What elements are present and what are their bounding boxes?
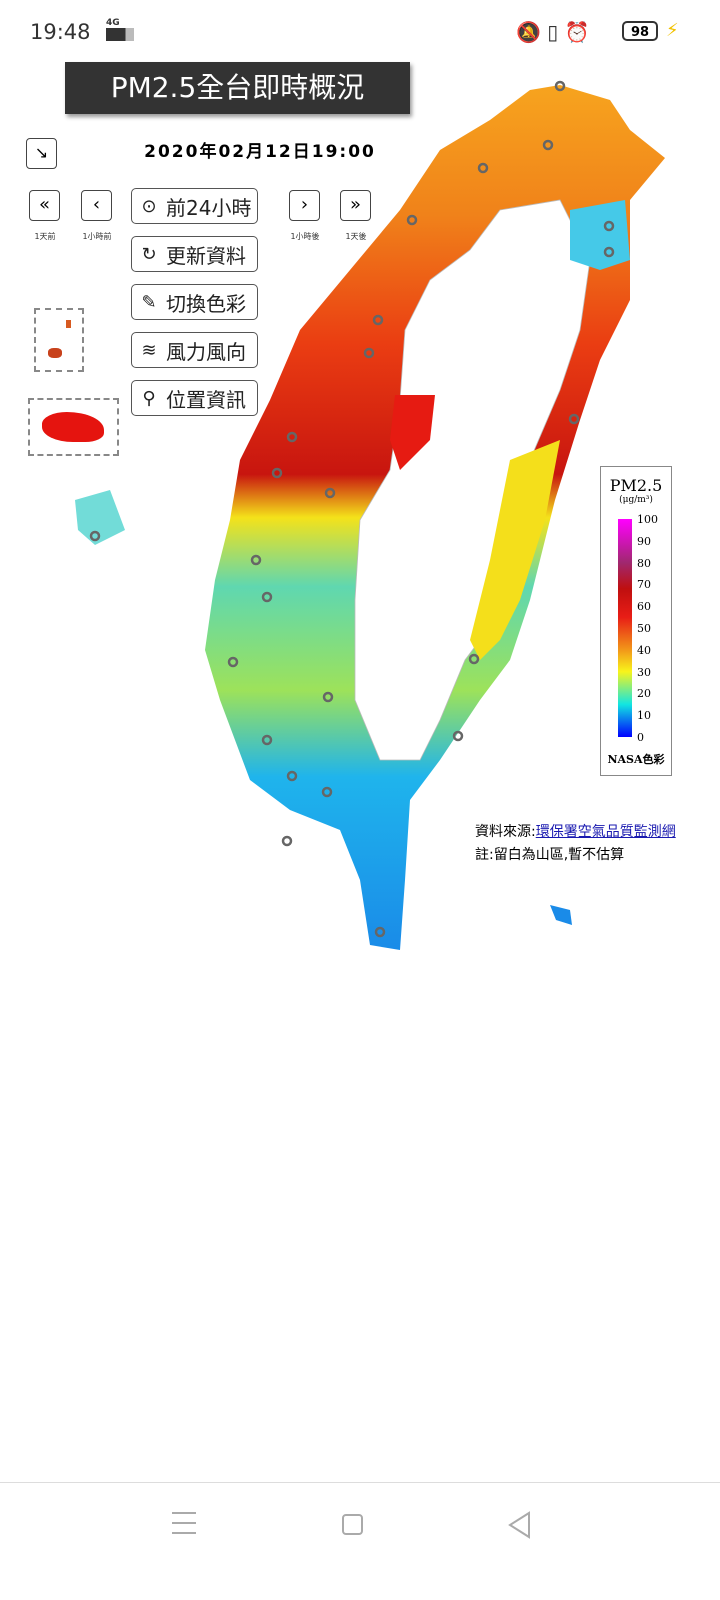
datetime: 2020年02月12日19:00 [144,142,376,162]
legend-tick: 30 [637,665,651,679]
nav-label: 1天前 [34,232,56,241]
menu-label: 前24小時 [166,195,252,220]
source-label: 資料來源: [475,824,536,840]
menu-button[interactable]: ⊙ 前24小時 [131,188,258,224]
day-forward-button[interactable]: » [340,190,371,221]
legend-title: PM2.5 [609,476,663,495]
inset-kinmen[interactable] [28,398,119,456]
penghu [75,490,125,545]
region [570,200,630,270]
home-key[interactable] [342,1514,363,1535]
legend-tick: 90 [637,534,651,548]
menu-button[interactable]: ✎ 切換色彩 [131,284,258,320]
region [390,395,435,470]
network: 4G [106,18,120,28]
mountains [354,199,591,761]
legend-tick: 50 [637,622,651,635]
icon: ✎ [141,291,157,313]
legend-tick: 70 [637,578,651,592]
legend-palette: NASA色彩 [607,753,665,766]
menu-button[interactable]: ⚲ 位置資訊 [131,380,258,416]
icon: ↻ [141,243,157,265]
legend-tick: 10 [637,709,651,723]
icon: ≋ [141,339,157,361]
collapse-button[interactable]: ↘ [26,138,57,169]
clock: 19:48 [30,20,91,44]
charging: ⚡ [666,20,679,41]
source: 資料來源:環保署空氣品質監測網 [475,821,676,841]
island [66,320,71,328]
nav-label: 1天後 [345,232,367,241]
inset-matsu[interactable] [34,308,84,372]
legend-tick: 80 [637,556,651,570]
menu-label: 切換色彩 [166,291,246,316]
hour-forward-button[interactable]: › [289,190,320,221]
status-icons: 🔕 ▯ ⏰ [516,20,590,44]
legend-tick: 100 [637,513,658,526]
region [470,440,560,660]
map [75,80,665,950]
nav-divider [0,1482,720,1483]
icon: ⚲ [142,387,156,409]
note: 註:留白為山區,暫不估算 [475,847,625,863]
menu-button[interactable]: ≋ 風力風向 [131,332,258,368]
back-key[interactable] [507,1511,533,1539]
island [48,348,62,358]
legend-tick: 60 [637,600,651,614]
legend-bar [618,519,632,737]
title: PM2.5全台即時概況 [65,62,410,114]
island [42,412,104,442]
menu-label: 更新資料 [166,243,246,268]
legend-tick: 20 [637,687,651,701]
icon: ⊙ [141,195,157,217]
legend: PM2.5 (μg/m³) 100 90 80 70 60 50 40 30 20 10 0 NAS… [600,466,672,776]
source-link[interactable]: 環保署空氣品質監測網 [535,824,676,840]
menu-label: 風力風向 [166,339,246,364]
signal [106,28,134,41]
stations [89,80,615,938]
legend-tick: 40 [637,643,651,657]
legend-unit: (μg/m³) [619,495,653,505]
battery: 98 [622,21,658,41]
hour-back-button[interactable]: ‹ [81,190,112,221]
legend-tick: 0 [637,731,644,744]
menu-key[interactable] [172,1512,196,1534]
nav-label: 1小時前 [82,232,112,241]
lanyu [550,905,572,925]
day-back-button[interactable]: « [29,190,60,221]
menu-button[interactable]: ↻ 更新資料 [131,236,258,272]
menu-label: 位置資訊 [166,387,246,412]
nav-label: 1小時後 [290,232,320,241]
